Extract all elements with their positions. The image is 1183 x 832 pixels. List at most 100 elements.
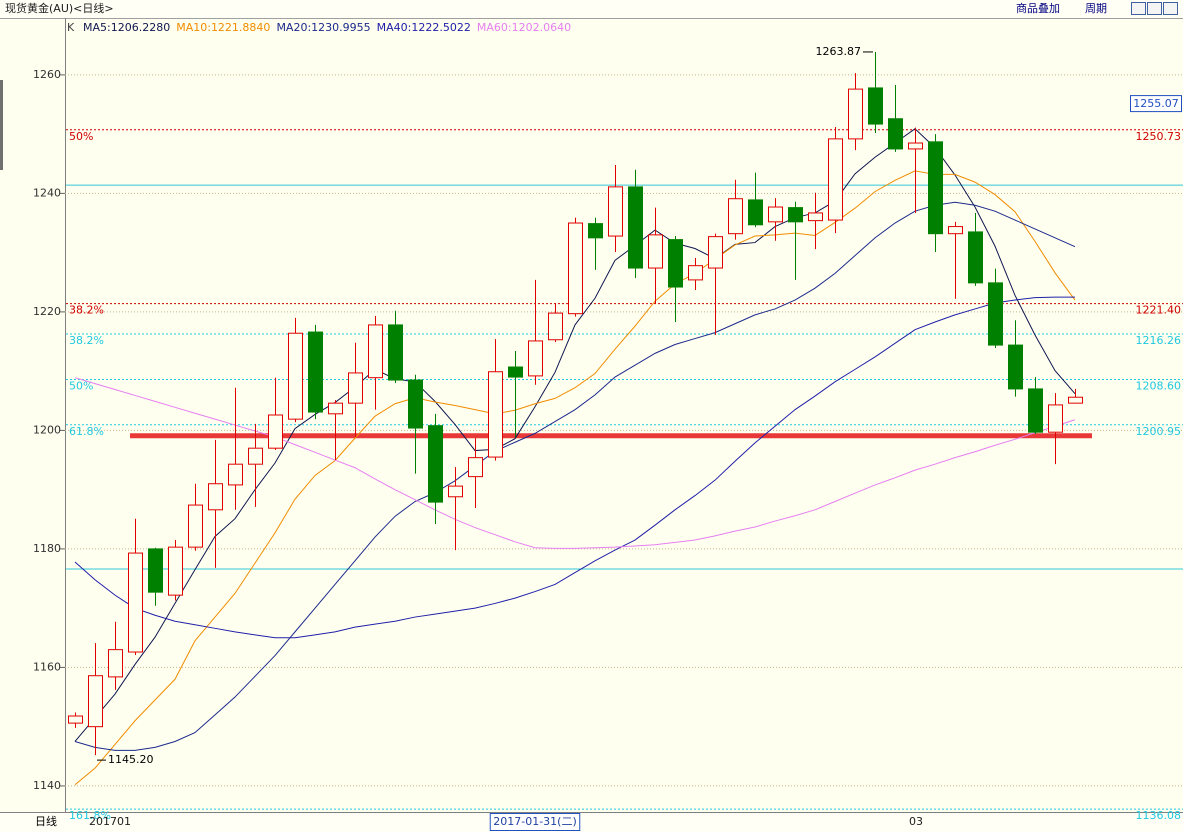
level-label: 38.2% [69, 304, 104, 317]
candle-body [508, 366, 523, 378]
candle-body [548, 312, 563, 341]
candle-body [968, 231, 983, 284]
y-tick-label: 1140 [33, 779, 61, 792]
ma-line [74, 201, 1076, 751]
candle-body [308, 331, 323, 413]
candle-body [828, 138, 843, 221]
candle-body [468, 457, 483, 478]
period-label: 日线 [35, 814, 57, 828]
candle-body [228, 463, 243, 486]
candle-body [988, 282, 1003, 346]
overlay-button[interactable]: 商品叠加 [1016, 1, 1060, 15]
level-label: 61.8% [69, 425, 104, 438]
y-tick-label: 1200 [33, 423, 61, 436]
candle-body [108, 649, 123, 678]
candle-body [1068, 396, 1083, 404]
candle-body [408, 379, 423, 429]
candle-body [388, 324, 403, 381]
y-tick-label: 1260 [33, 68, 61, 81]
candle-body [628, 186, 643, 269]
legend-entry: MA60:1202.0640 [477, 21, 571, 34]
candle-body [708, 236, 723, 269]
y-tick-label: 1160 [33, 660, 61, 673]
y-tick-label: 1180 [33, 542, 61, 555]
window-title: 现货黄金(AU)<日线> [5, 1, 114, 15]
header-bar [0, 0, 1183, 18]
candle-body [68, 715, 83, 724]
ma-line [74, 128, 1076, 742]
level-value-label: 1208.60 [1136, 379, 1182, 392]
candle-body [448, 485, 463, 498]
candle-body [248, 447, 263, 465]
candle-body [568, 222, 583, 315]
candle-body [808, 212, 823, 222]
candle-body [788, 207, 803, 223]
candle-body [168, 546, 183, 596]
candle-body [528, 340, 543, 377]
legend-entry: MA10:1221.8840 [176, 21, 270, 34]
candle-body [908, 142, 923, 150]
period-button[interactable]: 周期 [1085, 2, 1107, 15]
candle-body [1028, 388, 1043, 433]
candle-body [88, 675, 103, 728]
side-strip [0, 80, 3, 170]
price-marker-box [1130, 95, 1182, 113]
candle-body [948, 226, 963, 235]
x-tick-label: 201701 [89, 815, 131, 828]
candle-body [588, 223, 603, 239]
low-label: 1145.20 [108, 753, 154, 766]
ma-line [74, 170, 1076, 786]
legend-prefix: K [67, 21, 75, 34]
level-value-label: 1136.08 [1136, 809, 1182, 822]
candle-body [748, 199, 763, 226]
next-button[interactable] [1147, 2, 1162, 15]
y-tick-label: 1240 [33, 186, 61, 199]
candle-body [688, 265, 703, 281]
candle-body [348, 372, 363, 404]
candle-body [1008, 344, 1023, 390]
legend-entry: MA20:1230.9955 [276, 21, 370, 34]
candle-body [848, 88, 863, 140]
footer-bar [0, 813, 1183, 832]
candle-body [288, 332, 303, 420]
level-value-label: 1200.95 [1136, 425, 1182, 438]
level-value-label: 1221.40 [1136, 304, 1182, 317]
level-label: 161.8% [69, 809, 111, 822]
candle-body [768, 206, 783, 223]
candle-body [208, 483, 223, 511]
candle-body [368, 324, 383, 379]
price-marker-label: 1255.07 [1133, 97, 1179, 110]
candle-body [328, 402, 343, 415]
candle-body [928, 141, 943, 235]
level-label: 38.2% [69, 334, 104, 347]
ma-line [74, 296, 1075, 639]
layout-button[interactable] [1163, 2, 1178, 15]
level-value-label: 1216.26 [1136, 334, 1182, 347]
candle-body [428, 425, 443, 503]
candle-body [648, 234, 663, 269]
candle-body [128, 552, 143, 653]
x-tick-label: 03 [909, 815, 923, 828]
cursor-date-box [489, 813, 581, 831]
candle-body [868, 87, 883, 125]
y-tick-label: 1220 [33, 305, 61, 318]
prev-button[interactable] [1131, 2, 1146, 15]
candle-body [268, 414, 283, 449]
candle-body [888, 118, 903, 150]
level-label: 50% [69, 130, 93, 143]
level-value-label: 1250.73 [1136, 130, 1182, 143]
candle-body [668, 239, 683, 288]
candle-body [728, 198, 743, 235]
ma-line [74, 377, 1076, 549]
level-label: 50% [69, 379, 93, 392]
legend-entry: MA5:1206.2280 [83, 21, 170, 34]
candle-body [488, 371, 503, 458]
cursor-date-label: 2017-01-31(二) [493, 815, 577, 828]
high-label: 1263.87 [816, 45, 862, 58]
candle-body [188, 504, 203, 548]
candle-body [608, 186, 623, 237]
candle-body [1048, 404, 1063, 433]
